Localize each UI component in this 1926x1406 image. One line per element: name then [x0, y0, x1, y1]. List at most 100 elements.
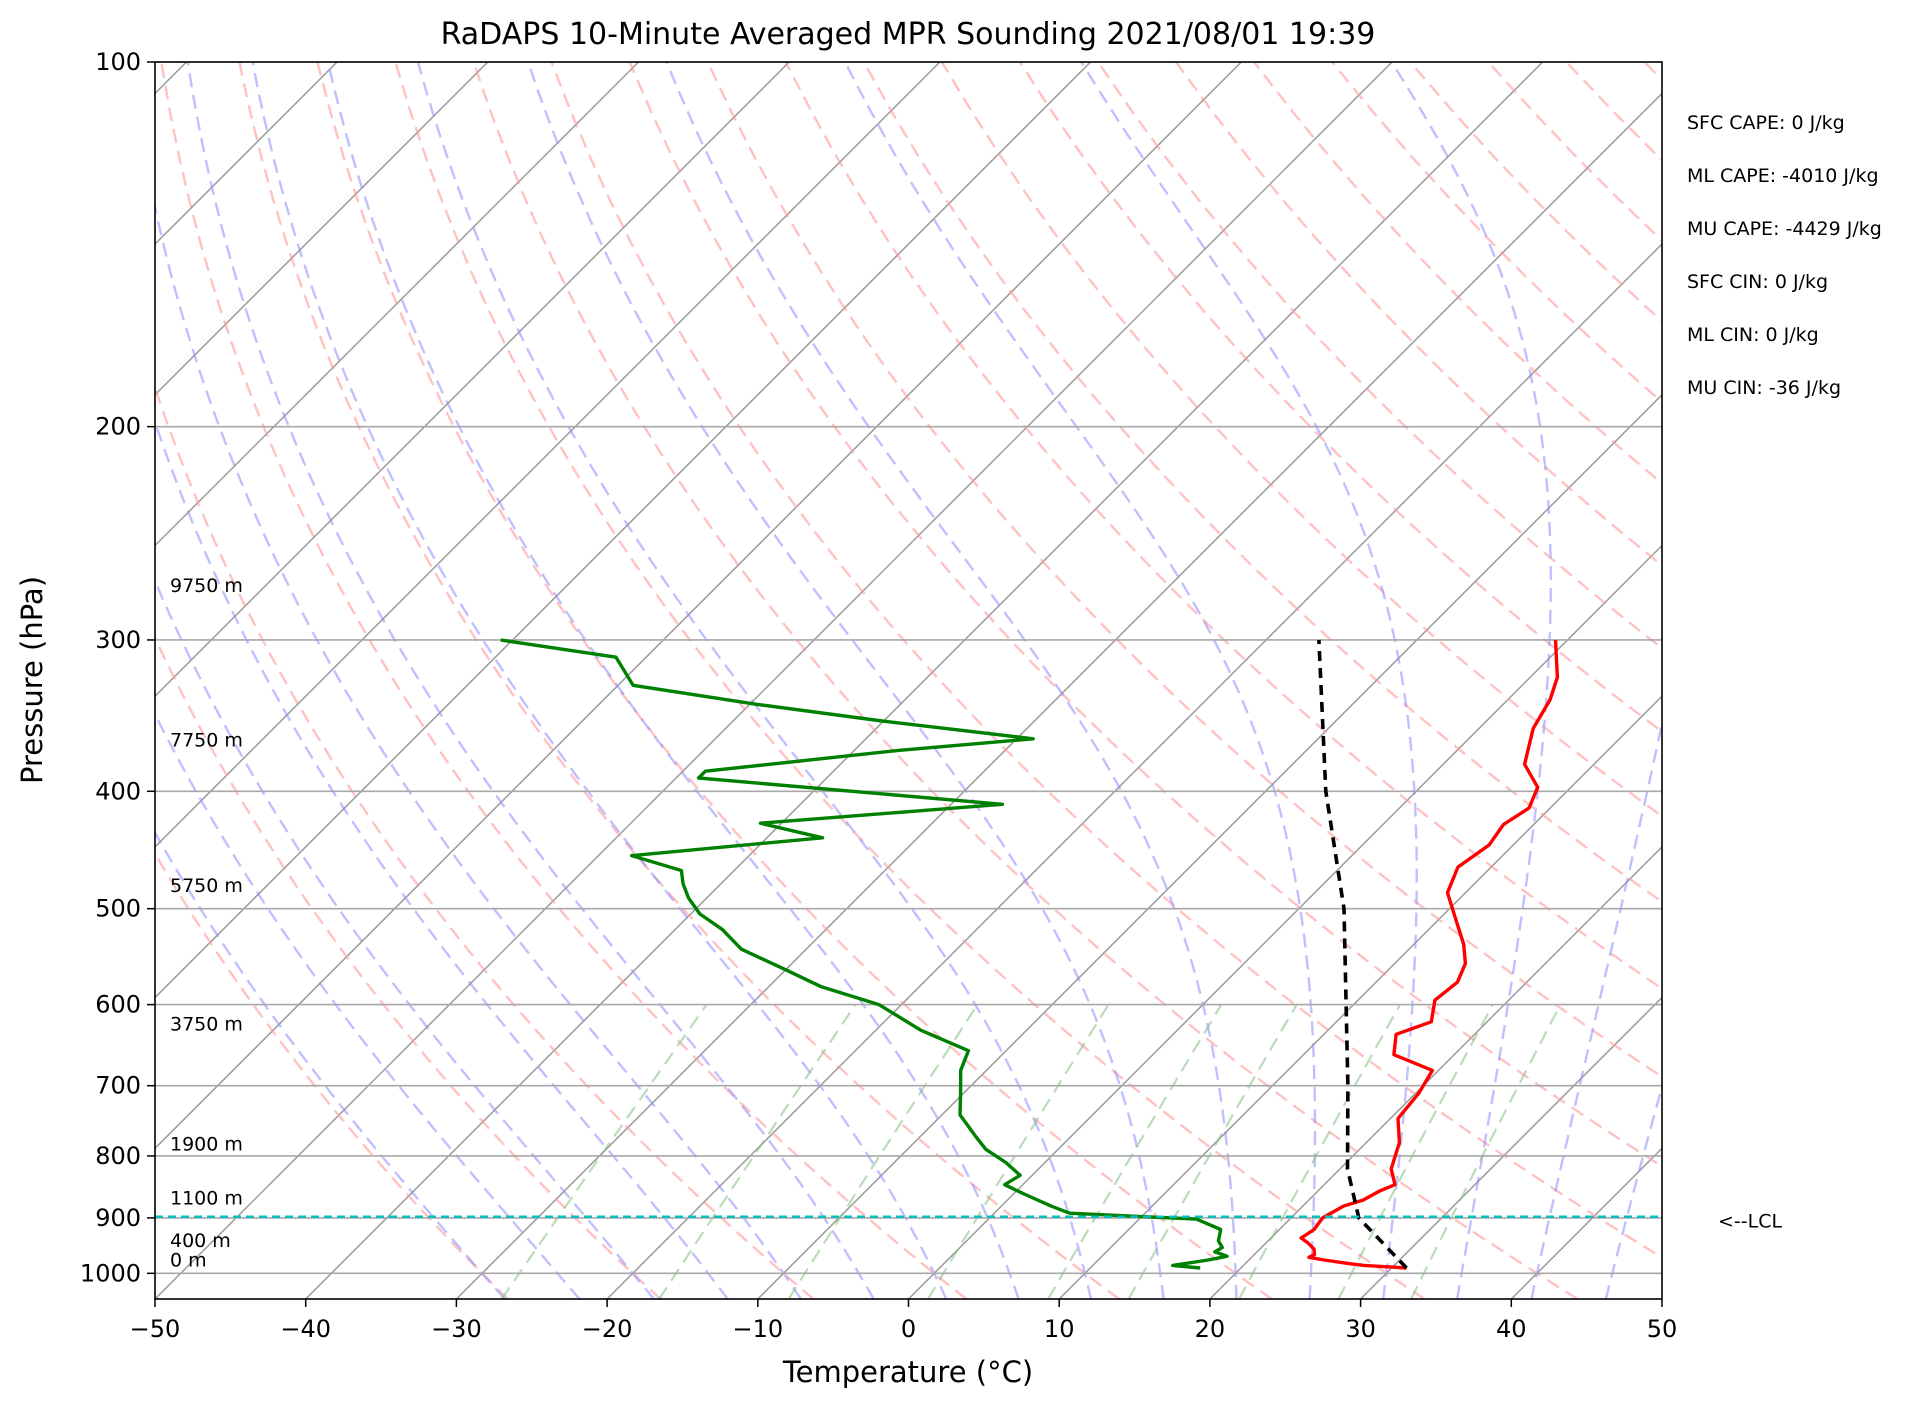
x-tick-label: 20 [1195, 1315, 1226, 1343]
moist-adiabat-line [844, 62, 1317, 1299]
isotherm-line [155, 62, 489, 396]
mixing-ratio-line [1238, 1004, 1401, 1299]
height-label: 9750 m [170, 575, 243, 597]
dry-adiabat-line [472, 62, 1579, 1299]
isotherm-line [155, 62, 1242, 1150]
mixing-ratio-line [1337, 1004, 1494, 1299]
dry-adiabat-line [784, 62, 1662, 991]
y-tick-label: 500 [95, 895, 141, 923]
dry-adiabat-line [1565, 62, 1662, 162]
dry-adiabat-line [1722, 62, 1926, 1299]
y-tick-label: 800 [95, 1142, 141, 1170]
isotherm-line [1661, 1297, 1662, 1299]
y-tick-label: 700 [95, 1072, 141, 1100]
height-label: 1100 m [170, 1188, 243, 1210]
dry-adiabat-line [155, 851, 509, 1299]
isotherm-line [606, 243, 1662, 1299]
isotherm-line [1058, 695, 1662, 1299]
dry-adiabat-line [628, 62, 1662, 1168]
y-tick-label: 300 [95, 626, 141, 654]
mixing-ratio-line [1047, 1004, 1223, 1299]
y-tick-label: 600 [95, 991, 141, 1019]
height-labels: 9750 m 7750 m 5750 m 3750 m 1900 m 1100 m 400 … [170, 575, 243, 1272]
lcl-label: <--LCL [1718, 1211, 1782, 1233]
x-axis-label: Temperature (°C) [782, 1355, 1033, 1389]
dry-adiabat-line [706, 62, 1662, 1079]
moist-adiabat-line [1080, 62, 1418, 1299]
isotherm-line [757, 393, 1662, 1299]
height-label: 0 m [170, 1250, 207, 1272]
x-tick-label: 50 [1647, 1315, 1678, 1343]
isotherm-line [1813, 62, 1926, 1299]
x-axis: −50 −40 −30 −20 −10 0 10 20 30 40 50 [130, 1299, 1678, 1343]
isotherm-line [155, 62, 1393, 1299]
moist-adiabat-line [155, 418, 729, 1299]
isotherm-line [155, 62, 640, 547]
isotherm-line [305, 62, 1544, 1299]
y-axis: 100 200 300 400 500 600 700 800 900 1000 [80, 48, 155, 1287]
dry-adiabat-line [1331, 62, 1662, 404]
isotherm-line [155, 62, 941, 848]
x-tick-label: −10 [732, 1315, 783, 1343]
height-label: 400 m [170, 1230, 231, 1252]
height-label: 1900 m [170, 1134, 243, 1156]
x-tick-label: −30 [431, 1315, 482, 1343]
parcel-profile [1317, 639, 1408, 1270]
mixing-ratio-line [500, 1003, 708, 1299]
moist-adiabat-line [326, 62, 1020, 1299]
isotherm-line [155, 62, 1092, 999]
moist-adiabat-line [1530, 717, 1662, 1299]
height-label: 7750 m [170, 729, 243, 751]
stats-panel: SFC CAPE: 0 J/kg ML CAPE: -4010 J/kg MU CA… [1687, 112, 1882, 399]
dry-adiabat-line [1409, 62, 1662, 323]
moist-adiabat-line [526, 62, 1165, 1299]
x-tick-label: −20 [582, 1315, 633, 1343]
dry-adiabat-line [940, 62, 1662, 818]
isotherm-line [155, 62, 338, 246]
dry-adiabat-line [550, 62, 1662, 1260]
moist-adiabat-line [186, 62, 875, 1299]
isotherm-line [1360, 996, 1662, 1299]
y-tick-label: 400 [95, 777, 141, 805]
profile-lines [155, 638, 1662, 1270]
dry-adiabat-line [238, 62, 1120, 1299]
isotherm-line [155, 62, 790, 698]
height-label: 3750 m [170, 1013, 243, 1035]
stat-line: MU CIN: -36 J/kg [1687, 377, 1841, 399]
mixing-ratio-line [1410, 1004, 1562, 1299]
x-tick-label: 30 [1345, 1315, 1376, 1343]
moist-adiabat-line [665, 62, 1238, 1299]
dry-adiabat-line [155, 383, 815, 1299]
dry-adiabat-line [155, 635, 662, 1299]
mixing-ratio-line [787, 1003, 979, 1299]
dry-adiabat-line [160, 62, 968, 1299]
moist-adiabat-line [155, 830, 506, 1299]
x-tick-label: 10 [1044, 1315, 1075, 1343]
x-tick-label: −50 [130, 1315, 181, 1343]
dry-adiabat-line [1018, 62, 1662, 734]
stat-line: SFC CIN: 0 J/kg [1687, 271, 1828, 293]
y-axis-label: Pressure (hPa) [15, 576, 49, 784]
dry-adiabat-line [1253, 62, 1662, 485]
isotherm-line [907, 544, 1662, 1299]
moist-adiabat-line [1604, 1082, 1662, 1299]
moist-adiabat-line [1390, 62, 1553, 1299]
y-tick-label: 900 [95, 1204, 141, 1232]
y-tick-label: 200 [95, 413, 141, 441]
x-tick-label: −40 [280, 1315, 331, 1343]
stat-line: MU CAPE: -4429 J/kg [1687, 218, 1882, 240]
temperature-profile [1299, 639, 1560, 1270]
dry-adiabat-line [1487, 62, 1662, 243]
mixing-ratio-line [1127, 1004, 1298, 1299]
isotherm-line [1510, 1147, 1662, 1299]
dewpoint-profile [500, 638, 1229, 1270]
dry-adiabat-line [1175, 62, 1662, 567]
y-tick-label: 1000 [80, 1259, 141, 1287]
isotherm-line [1209, 845, 1662, 1299]
background-lines [155, 62, 1926, 1299]
moist-adiabat-line [251, 62, 948, 1299]
stat-line: SFC CAPE: 0 J/kg [1687, 112, 1845, 134]
dry-adiabat-line [1643, 62, 1662, 82]
moist-adiabat-line [155, 201, 802, 1299]
